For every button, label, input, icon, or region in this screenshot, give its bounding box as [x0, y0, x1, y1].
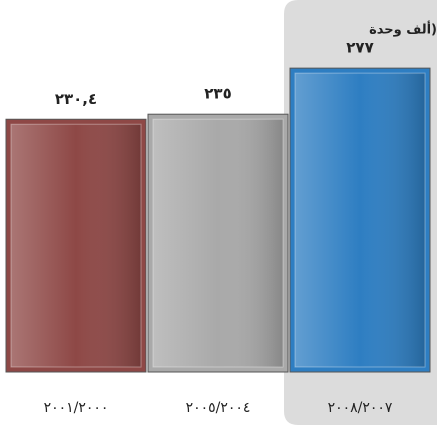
value-label: ٢٣٥	[204, 85, 231, 103]
bar-bevel	[10, 123, 142, 368]
value-label: ٢٣٠,٤	[55, 90, 97, 108]
x-tick-label: ٢٠٠١/٢٠٠٠	[44, 400, 109, 416]
chart-title: (ألف وحدة	[369, 21, 437, 38]
value-label: ٢٧٧	[346, 39, 373, 57]
x-tick-label: ٢٠٠٨/٢٠٠٧	[328, 400, 393, 416]
bar-bevel	[294, 72, 426, 368]
x-tick-label: ٢٠٠٥/٢٠٠٤	[186, 400, 251, 416]
bar-bevel	[152, 118, 284, 368]
